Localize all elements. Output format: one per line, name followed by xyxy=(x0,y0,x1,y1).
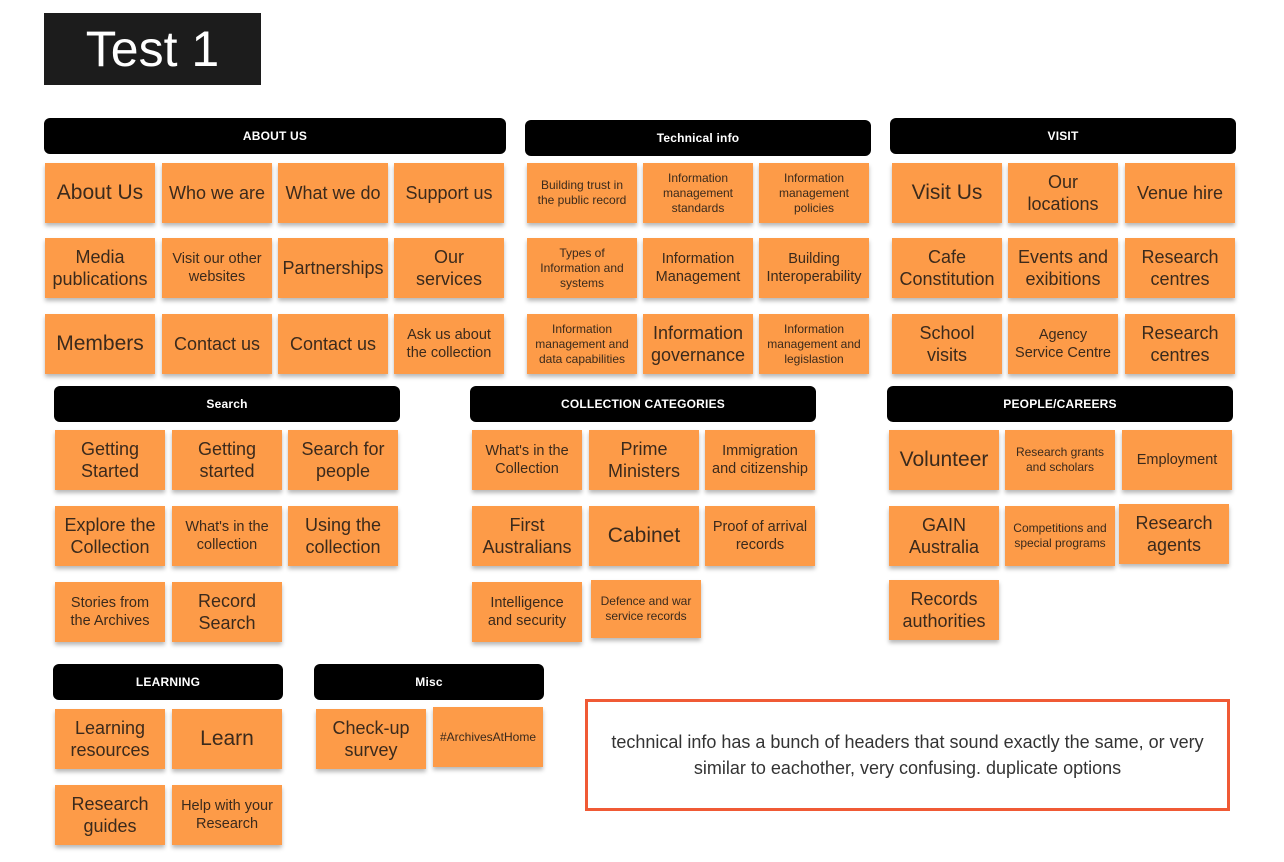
sticky-note[interactable]: What's in the collection xyxy=(172,506,282,566)
sticky-note[interactable]: Learning resources xyxy=(55,709,165,769)
sticky-note[interactable]: Research guides xyxy=(55,785,165,845)
sticky-note[interactable]: Ask us about the collection xyxy=(394,314,504,374)
sticky-note[interactable]: Types of Information and systems xyxy=(527,238,637,298)
sticky-note[interactable]: Records authorities xyxy=(889,580,999,640)
sticky-note[interactable]: Information management and legislastion xyxy=(759,314,869,374)
board-title: Test 1 xyxy=(44,13,261,85)
header-technical-info[interactable]: Technical info xyxy=(525,120,871,156)
sticky-note[interactable]: What we do xyxy=(278,163,388,223)
header-learning[interactable]: LEARNING xyxy=(53,664,283,700)
sticky-note[interactable]: Our locations xyxy=(1008,163,1118,223)
sticky-note[interactable]: Information management standards xyxy=(643,163,753,223)
sticky-note[interactable]: Events and exibitions xyxy=(1008,238,1118,298)
sticky-note[interactable]: Getting Started xyxy=(55,430,165,490)
header-search[interactable]: Search xyxy=(54,386,400,422)
sticky-note[interactable]: Visit our other websites xyxy=(162,238,272,298)
sticky-note[interactable]: Research centres xyxy=(1125,314,1235,374)
sticky-note[interactable]: Getting started xyxy=(172,430,282,490)
sticky-note[interactable]: Prime Ministers xyxy=(589,430,699,490)
sticky-note[interactable]: Competitions and special programs xyxy=(1005,506,1115,566)
sticky-note[interactable]: Learn xyxy=(172,709,282,769)
sticky-note[interactable]: Building trust in the public record xyxy=(527,163,637,223)
sticky-note[interactable]: Information management and data capabili… xyxy=(527,314,637,374)
sticky-note[interactable]: Agency Service Centre xyxy=(1008,314,1118,374)
comment-box[interactable]: technical info has a bunch of headers th… xyxy=(585,699,1230,811)
sticky-note[interactable]: Contact us xyxy=(162,314,272,374)
sticky-note[interactable]: Proof of arrival records xyxy=(705,506,815,566)
sticky-note[interactable]: Building Interoperability xyxy=(759,238,869,298)
header-about-us[interactable]: ABOUT US xyxy=(44,118,506,154)
sticky-note[interactable]: Check-up survey xyxy=(316,709,426,769)
header-collection-categories[interactable]: COLLECTION CATEGORIES xyxy=(470,386,816,422)
sticky-note[interactable]: Volunteer xyxy=(889,430,999,490)
sticky-note[interactable]: Cabinet xyxy=(589,506,699,566)
sticky-note[interactable]: Venue hire xyxy=(1125,163,1235,223)
sticky-note[interactable]: Cafe Constitution xyxy=(892,238,1002,298)
header-misc[interactable]: Misc xyxy=(314,664,544,700)
sticky-note[interactable]: GAIN Australia xyxy=(889,506,999,566)
sticky-note[interactable]: Partnerships xyxy=(278,238,388,298)
sticky-note[interactable]: Immigration and citizenship xyxy=(705,430,815,490)
sticky-note[interactable]: Stories from the Archives xyxy=(55,582,165,642)
sticky-note[interactable]: Explore the Collection xyxy=(55,506,165,566)
sticky-note[interactable]: Information management policies xyxy=(759,163,869,223)
sticky-note[interactable]: What's in the Collection xyxy=(472,430,582,490)
sticky-note[interactable]: First Australians xyxy=(472,506,582,566)
sticky-note[interactable]: School visits xyxy=(892,314,1002,374)
sticky-note[interactable]: Defence and war service records xyxy=(591,580,701,638)
sticky-note[interactable]: Record Search xyxy=(172,582,282,642)
sticky-note[interactable]: Contact us xyxy=(278,314,388,374)
sticky-note[interactable]: Our services xyxy=(394,238,504,298)
sticky-note[interactable]: #ArchivesAtHome xyxy=(433,707,543,767)
sticky-note[interactable]: About Us xyxy=(45,163,155,223)
sticky-note[interactable]: Media publications xyxy=(45,238,155,298)
sticky-note[interactable]: Using the collection xyxy=(288,506,398,566)
sticky-note[interactable]: Search for people xyxy=(288,430,398,490)
sticky-note[interactable]: Information governance xyxy=(643,314,753,374)
sticky-note[interactable]: Information Management xyxy=(643,238,753,298)
sticky-note[interactable]: Members xyxy=(45,314,155,374)
sticky-note[interactable]: Help with your Research xyxy=(172,785,282,845)
sticky-note[interactable]: Research grants and scholars xyxy=(1005,430,1115,490)
sticky-note[interactable]: Who we are xyxy=(162,163,272,223)
sticky-note[interactable]: Employment xyxy=(1122,430,1232,490)
sticky-note[interactable]: Support us xyxy=(394,163,504,223)
sticky-note[interactable]: Research agents xyxy=(1119,504,1229,564)
sticky-note[interactable]: Intelligence and security xyxy=(472,582,582,642)
sticky-note[interactable]: Visit Us xyxy=(892,163,1002,223)
header-visit[interactable]: VISIT xyxy=(890,118,1236,154)
sticky-note[interactable]: Research centres xyxy=(1125,238,1235,298)
header-people-careers[interactable]: PEOPLE/CAREERS xyxy=(887,386,1233,422)
